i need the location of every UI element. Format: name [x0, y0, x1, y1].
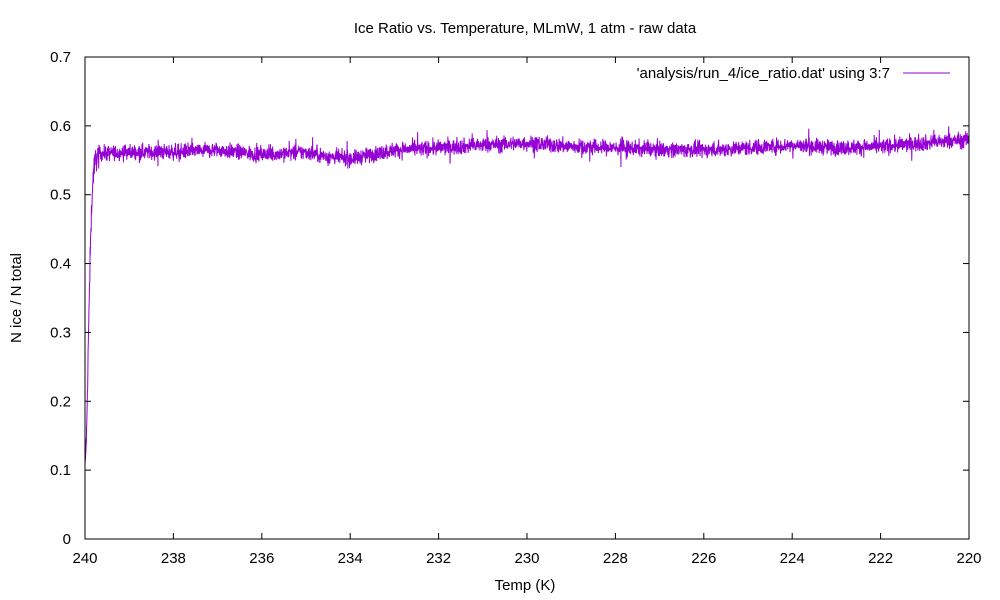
chart-title: Ice Ratio vs. Temperature, MLmW, 1 atm -…: [354, 20, 697, 37]
x-tick-label: 240: [72, 550, 97, 567]
x-tick-label: 226: [691, 550, 716, 567]
x-tick-label: 236: [249, 550, 274, 567]
y-tick-label: 0.7: [50, 49, 71, 66]
y-tick-label: 0.6: [50, 118, 71, 135]
y-tick-label: 0.4: [50, 256, 71, 273]
x-tick-label: 222: [868, 550, 893, 567]
x-tick-label: 220: [956, 550, 981, 567]
y-axis-label: N ice / N total: [8, 253, 25, 343]
series-line: [84, 126, 970, 465]
x-axis-label: Temp (K): [495, 577, 556, 594]
y-tick-label: 0.1: [50, 462, 71, 479]
x-tick-label: 230: [514, 550, 539, 567]
x-tick-label: 228: [603, 550, 628, 567]
x-tick-label: 234: [338, 550, 363, 567]
x-tick-label: 224: [780, 550, 805, 567]
y-tick-label: 0.3: [50, 324, 71, 341]
x-tick-label: 232: [426, 550, 451, 567]
y-tick-label: 0.5: [50, 187, 71, 204]
series-layer: [84, 126, 970, 465]
legend: 'analysis/run_4/ice_ratio.dat' using 3:7: [637, 65, 950, 82]
y-tick-label: 0.2: [50, 393, 71, 410]
legend-label: 'analysis/run_4/ice_ratio.dat' using 3:7: [637, 65, 890, 82]
y-axis: 0 0.1 0.2 0.3 0.4 0.5 0.6 0.7: [50, 49, 969, 548]
x-tick-label: 238: [161, 550, 186, 567]
y-tick-label: 0: [63, 531, 71, 548]
x-axis: 240 238 236 234 232 230 228 226 224 222 220: [72, 57, 982, 567]
plot-frame: [84, 56, 970, 540]
